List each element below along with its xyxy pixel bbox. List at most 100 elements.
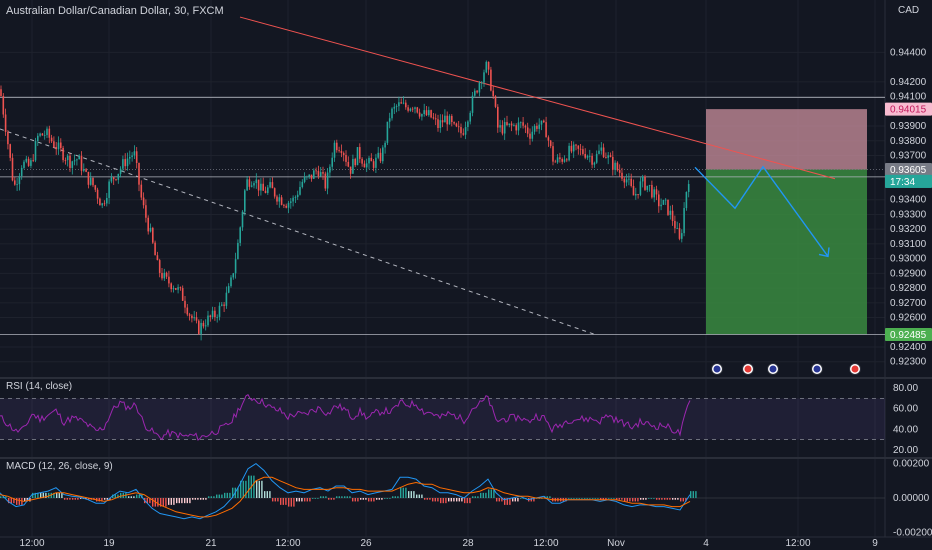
projection-arrowhead[interactable] [818,247,830,258]
price-tag-countdown[interactable] [885,174,932,188]
macd-histogram-bar [282,498,284,505]
dashed-trendline[interactable] [0,128,596,335]
candle-body [635,193,637,196]
candle-body [644,176,646,190]
candle-body [363,163,366,168]
candle-body [158,260,161,273]
macd-histogram-bar [346,496,348,498]
candle-body [140,184,143,198]
candle-body [25,158,28,162]
macd-histogram-bar [624,498,626,502]
price-tag-entry[interactable] [885,163,932,177]
macd-histogram-bar [632,498,634,502]
candle-body [384,142,386,148]
macd-histogram-bar [568,498,570,499]
position-zones[interactable] [706,109,867,335]
price-tag-stop[interactable] [885,102,932,116]
resistance-trendline[interactable] [239,16,836,180]
macd-histogram-bar [40,492,42,498]
candle-body [76,159,78,161]
macd-histogram-bar [120,492,122,498]
price-axis[interactable]: 0.94400 0.94200 0.94100 0.93900 0.93800 0.937… [885,47,932,368]
flag-au-icon[interactable] [767,363,779,375]
candle-body [474,90,476,96]
candle-body [570,145,573,152]
candle-body [487,61,490,70]
candle-body [508,123,511,126]
candle-body [365,163,368,168]
candle-body [529,133,531,139]
macd-histogram-bar [322,496,324,498]
macd-tick-label: -0.00200 [893,527,932,538]
candle-body [218,305,221,317]
time-tick-label: 26 [360,538,372,549]
candle-body [593,162,596,165]
flag-au-icon[interactable] [711,363,723,375]
flag-ca-icon[interactable] [849,363,861,375]
horizontal-lines[interactable] [0,96,885,335]
candle-body [246,179,248,191]
macd-histogram-bar [546,496,548,498]
candle-body [27,158,30,166]
candle-body [428,110,430,116]
projection-path[interactable] [694,165,829,257]
candle-body [671,210,674,221]
macd-histogram-bar [37,492,39,498]
take-profit-zone[interactable] [706,169,867,335]
candle-body [602,147,605,158]
candle-body [342,153,345,156]
candle-body [395,106,398,107]
candle-body [616,162,619,171]
candle-body [352,158,354,174]
candle-body [536,125,538,129]
candle-body [175,288,177,290]
macd-histogram-bar [610,498,612,499]
price-tick-label: 0.93900 [890,121,927,132]
candle-body [103,203,106,205]
candlestick-series [0,60,690,341]
candle-body [520,122,522,124]
candle-body [444,115,446,123]
macd-histogram-bar [520,498,522,499]
macd-histogram-bar [618,498,620,500]
projection-arrow[interactable] [694,165,830,258]
trendlines[interactable] [0,16,836,335]
macd-histogram-bar [149,498,151,504]
macd-histogram-bar [453,498,455,502]
candle-body [446,115,448,125]
macd-histogram-bar [181,498,183,504]
candle-body [172,288,175,290]
candle-body [501,125,504,134]
macd-histogram-bar [80,498,82,499]
candle-body [338,150,340,152]
candle-body [467,121,469,128]
macd-histogram-bar [2,496,4,498]
flag-ca-icon[interactable] [742,363,754,375]
candle-body [678,228,681,239]
macd-histogram-bar [576,498,578,499]
macd-histogram-bar [109,498,111,500]
symbol-title: Australian Dollar/Canadian Dollar, 30, F… [6,5,224,17]
event-markers[interactable] [711,363,861,375]
candle-body [609,155,612,157]
price-tick-label: 0.94100 [890,92,927,103]
macd-histogram-bar [661,498,663,500]
macd-histogram-bar [373,498,375,502]
macd-histogram-bar [488,489,490,498]
macd-histogram-bar [533,498,535,502]
macd-histogram-bar [10,498,12,504]
price-tag-target[interactable] [885,327,932,341]
candle-body [69,155,71,168]
time-axis[interactable]: 12:00 19 21 12:00 26 28 12:00 Nov 4 12:00 9 [19,538,878,549]
candle-body [46,128,48,136]
macd-histogram-bar [5,496,7,498]
candle-body [32,160,34,162]
candle-body [117,173,120,180]
candle-body [193,317,195,319]
flag-au-icon[interactable] [811,363,823,375]
candle-body [319,172,322,177]
stop-loss-zone[interactable] [706,109,867,170]
price-tick-label: 0.92400 [890,342,927,353]
macd-histogram-bar [410,491,412,498]
